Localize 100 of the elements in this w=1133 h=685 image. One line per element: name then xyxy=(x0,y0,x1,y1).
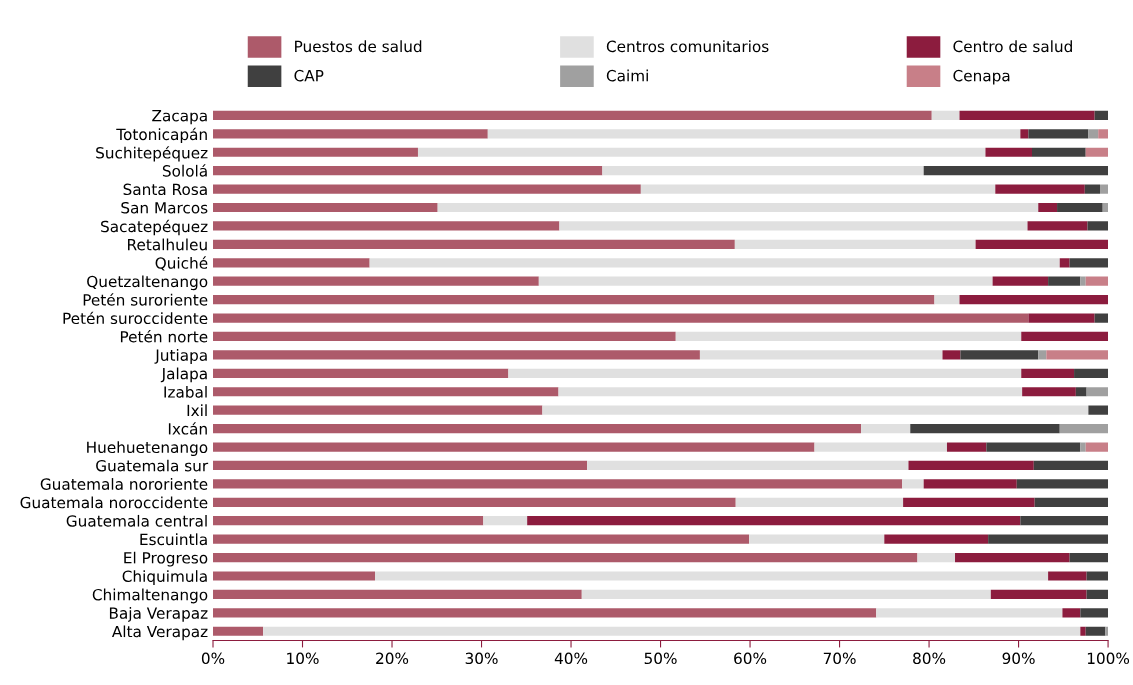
bar xyxy=(587,460,909,471)
bar xyxy=(1098,129,1109,139)
bar xyxy=(734,239,976,249)
x-tick-label: 90% xyxy=(1002,652,1035,665)
bar xyxy=(213,608,877,618)
y-tick-label: Santa Rosa xyxy=(123,183,207,196)
bar xyxy=(1086,387,1109,397)
bar xyxy=(640,184,996,194)
bar xyxy=(903,497,1035,507)
bar xyxy=(213,221,560,231)
bar xyxy=(213,479,903,489)
bar xyxy=(213,552,918,563)
x-tick-label: 70% xyxy=(823,652,856,665)
bar xyxy=(1094,110,1109,120)
y-tick-label: Izabal xyxy=(164,385,207,398)
bar xyxy=(559,221,1028,231)
y-tick-label: Sololá xyxy=(162,164,207,177)
bar xyxy=(1088,405,1109,415)
bar xyxy=(990,589,1087,600)
bar xyxy=(1028,129,1089,139)
y-tick-label: Alta Verapaz xyxy=(111,625,208,641)
y-tick-label: Quetzaltenango xyxy=(87,275,208,291)
bar xyxy=(213,239,735,249)
bar xyxy=(995,184,1085,194)
bar xyxy=(749,534,885,544)
bar xyxy=(1033,460,1109,471)
bar xyxy=(814,442,947,452)
x-tick-label: 30% xyxy=(465,652,498,665)
y-tick-label: Sacatepéquez xyxy=(101,219,208,236)
bar xyxy=(1057,202,1103,213)
bar xyxy=(1069,258,1109,268)
bar xyxy=(1022,387,1076,397)
legend-label: Centros comunitarios xyxy=(606,40,769,53)
y-tick-label: Petén norte xyxy=(120,330,208,343)
legend-label: Puestos de salud xyxy=(295,40,422,53)
bar xyxy=(1021,368,1075,378)
y-tick-label: Jutiapa xyxy=(154,349,207,364)
bar xyxy=(213,571,376,581)
legend-label: Centro de salud xyxy=(953,40,1072,53)
bar xyxy=(942,350,961,360)
bar xyxy=(923,166,1109,176)
bar xyxy=(213,387,559,397)
y-tick-label: El Progreso xyxy=(124,551,208,567)
bar xyxy=(213,423,862,434)
bar xyxy=(1034,497,1109,507)
bar xyxy=(1086,589,1109,600)
x-tick-label: 80% xyxy=(913,652,946,665)
bar xyxy=(1085,442,1109,452)
bar xyxy=(1059,423,1109,434)
x-tick-label: 100% xyxy=(1087,652,1130,665)
y-tick-label: Quiché xyxy=(155,256,208,271)
x-tick-label: 60% xyxy=(734,652,767,665)
bar xyxy=(213,276,539,286)
bar xyxy=(955,552,1070,563)
bar xyxy=(1074,368,1109,378)
bar xyxy=(1069,552,1109,563)
bar xyxy=(1028,313,1095,323)
bar xyxy=(1016,479,1109,489)
bar xyxy=(487,129,1021,139)
bar xyxy=(213,202,438,213)
bar xyxy=(213,331,676,342)
x-tick-label: 0% xyxy=(201,652,225,665)
bar xyxy=(527,516,1021,526)
bar xyxy=(213,313,1029,323)
bar xyxy=(213,129,488,139)
bar xyxy=(1080,276,1086,286)
bar xyxy=(1048,571,1087,581)
bar xyxy=(1020,129,1029,139)
bar xyxy=(213,534,750,544)
x-tick-label: 10% xyxy=(287,652,319,665)
bar xyxy=(213,258,370,268)
bar xyxy=(917,552,956,563)
x-tick-label: 20% xyxy=(376,652,409,665)
bar xyxy=(1062,608,1081,618)
bar xyxy=(931,110,960,120)
bar xyxy=(213,350,700,360)
bar xyxy=(213,442,815,452)
bar xyxy=(369,258,1060,268)
bar xyxy=(699,350,943,360)
bar xyxy=(1075,387,1087,397)
y-tick-label: Guatemala central xyxy=(66,514,207,527)
bar xyxy=(542,405,1089,415)
bar xyxy=(946,442,987,452)
x-tick-label: 40% xyxy=(554,652,588,665)
bar xyxy=(581,589,991,600)
bar xyxy=(992,276,1049,286)
bar xyxy=(986,442,1081,452)
y-tick-label: Retalhuleu xyxy=(128,238,207,251)
bar xyxy=(988,534,1109,544)
bar xyxy=(1085,276,1109,286)
bar xyxy=(876,608,1063,618)
bar xyxy=(1086,571,1109,581)
bar xyxy=(375,571,1049,581)
bar xyxy=(1087,221,1109,231)
bar xyxy=(1100,184,1109,194)
y-tick-label: Baja Verapaz xyxy=(109,607,208,622)
bar xyxy=(508,368,1022,378)
bar xyxy=(213,405,543,415)
bar xyxy=(908,460,1034,471)
bar xyxy=(263,626,1081,636)
